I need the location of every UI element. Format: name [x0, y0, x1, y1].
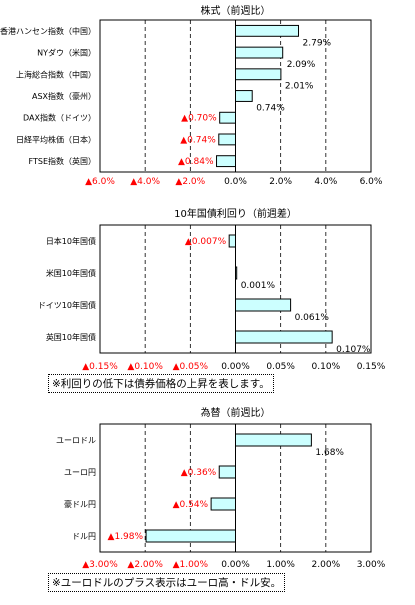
tick-label: ▲0.05%: [173, 362, 209, 372]
category-label: 豪ドル円: [64, 499, 96, 509]
tick-label: ▲6.0%: [85, 177, 115, 187]
bar: [235, 266, 238, 280]
category-label: ドル円: [72, 532, 96, 541]
bar: [235, 24, 300, 37]
category-label: 日経平均株価（日本）: [16, 134, 96, 144]
bar: [210, 497, 236, 511]
bar: [235, 68, 282, 81]
tick-label: 2.0%: [269, 177, 292, 187]
category-label: 香港ハンセン指数（中国）: [0, 26, 96, 36]
bond-chart: 10年国債利回り（前週差） ▲0.15% ▲0.10% ▲0.05% 0.00% 0.05…: [38, 207, 386, 372]
category-label: ユーロ円: [64, 468, 96, 477]
fx-chart: 為替（前週比） ▲3.00% ▲2.00% ▲1.00% 0.00% 1.00% 2.00%…: [56, 406, 386, 570]
bar: [218, 133, 236, 146]
tick-label: ▲1.00%: [173, 560, 209, 570]
tick-label: ▲0.15%: [82, 362, 118, 372]
bar: [145, 529, 237, 543]
tick-label: 6.0%: [360, 177, 383, 187]
bar: [235, 90, 253, 102]
category-label: 上海総合指数（中国）: [16, 69, 96, 79]
category-label: NYダウ（米国）: [37, 48, 96, 58]
category-label: ドイツ10年国債: [38, 300, 96, 310]
tick-label: 0.0%: [224, 177, 247, 187]
data-label: ▲0.54%: [173, 500, 209, 510]
chart-title: 株式（前週比）: [201, 4, 271, 17]
tick-label: ▲3.00%: [82, 560, 118, 570]
tick-label: 0.10%: [312, 362, 341, 372]
bar: [235, 330, 333, 344]
data-label: ▲0.74%: [180, 135, 216, 145]
data-label: 1.68%: [315, 448, 344, 458]
data-label: 0.061%: [295, 313, 330, 323]
chart-title: 10年国債利回り（前週差）: [174, 207, 297, 220]
tick-label: 0.00%: [221, 560, 250, 570]
bond-chart-panel: 10年国債利回り（前週差） ▲0.15% ▲0.10% ▲0.05% 0.00% 0.05…: [0, 203, 415, 397]
category-label: DAX指数（ドイツ）: [23, 113, 96, 123]
category-label: ASX指数（豪州）: [32, 91, 96, 101]
tick-label: 3.00%: [357, 560, 386, 570]
tick-label: 2.00%: [312, 560, 341, 570]
data-label: 0.001%: [241, 281, 276, 291]
tick-label: ▲4.0%: [130, 177, 160, 187]
category-label: ユーロドル: [56, 436, 96, 445]
data-label: ▲0.70%: [181, 114, 217, 124]
data-label: ▲0.007%: [185, 237, 227, 247]
category-label: 米国10年国債: [46, 268, 96, 278]
bond-note: ※利回りの低下は債券価格の上昇を表します。: [48, 374, 274, 393]
tick-label: 0.05%: [266, 362, 295, 372]
data-label: ▲0.36%: [181, 468, 217, 478]
tick-label: 0.00%: [221, 362, 250, 372]
stock-chart: 株式（前週比） ▲6.0% ▲4.0% ▲2.0% 0.0% 2.0% 4.0% 6.0% 香港…: [0, 4, 383, 187]
data-label: 2.09%: [287, 60, 316, 70]
category-label: 日本10年国債: [46, 236, 96, 246]
data-label: 0.107%: [336, 345, 371, 355]
tick-label: 1.00%: [266, 560, 295, 570]
bar: [235, 298, 292, 312]
data-label: 2.01%: [285, 82, 314, 92]
stock-chart-panel: 株式（前週比） ▲6.0% ▲4.0% ▲2.0% 0.0% 2.0% 4.0% 6.0% 香港…: [0, 0, 415, 200]
data-label: ▲1.98%: [108, 532, 144, 542]
tick-label: ▲2.0%: [175, 177, 205, 187]
bar: [235, 433, 312, 447]
category-label: 英国10年国債: [46, 332, 96, 342]
tick-label: ▲2.00%: [127, 560, 163, 570]
data-label: 2.79%: [303, 38, 332, 48]
tick-label: ▲0.10%: [127, 362, 163, 372]
bar: [219, 111, 236, 124]
chart-title: 為替（前週比）: [201, 406, 271, 419]
fx-chart-panel: 為替（前週比） ▲3.00% ▲2.00% ▲1.00% 0.00% 1.00% 2.00%…: [0, 402, 415, 601]
data-label: 0.74%: [256, 103, 285, 113]
bar: [228, 234, 236, 248]
bar: [218, 465, 237, 479]
data-label: ▲0.84%: [178, 157, 214, 167]
bar: [235, 46, 284, 59]
tick-label: 4.0%: [314, 177, 337, 187]
bar: [216, 155, 236, 168]
category-label: FTSE指数（英国）: [29, 156, 96, 166]
fx-note: ※ユーロドルのプラス表示はユーロ高・ドル安。: [48, 573, 286, 592]
tick-label: 0.15%: [357, 362, 386, 372]
